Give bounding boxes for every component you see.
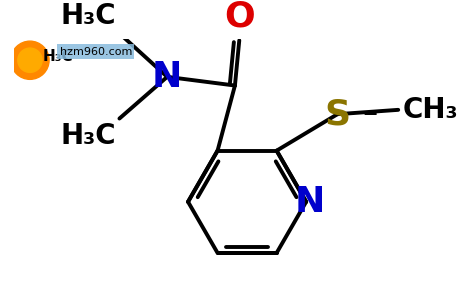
Text: H₃C: H₃C xyxy=(60,122,116,150)
Text: H₃C: H₃C xyxy=(60,2,116,30)
Text: N: N xyxy=(152,60,182,94)
Text: S: S xyxy=(324,97,350,131)
Text: H₃C: H₃C xyxy=(42,49,73,64)
Circle shape xyxy=(18,48,42,72)
Text: N: N xyxy=(294,185,325,219)
Text: O: O xyxy=(224,0,255,33)
Text: CH₃: CH₃ xyxy=(402,96,458,124)
Text: –: – xyxy=(362,98,377,127)
Circle shape xyxy=(11,41,49,79)
Text: hzm960.com: hzm960.com xyxy=(60,47,132,57)
